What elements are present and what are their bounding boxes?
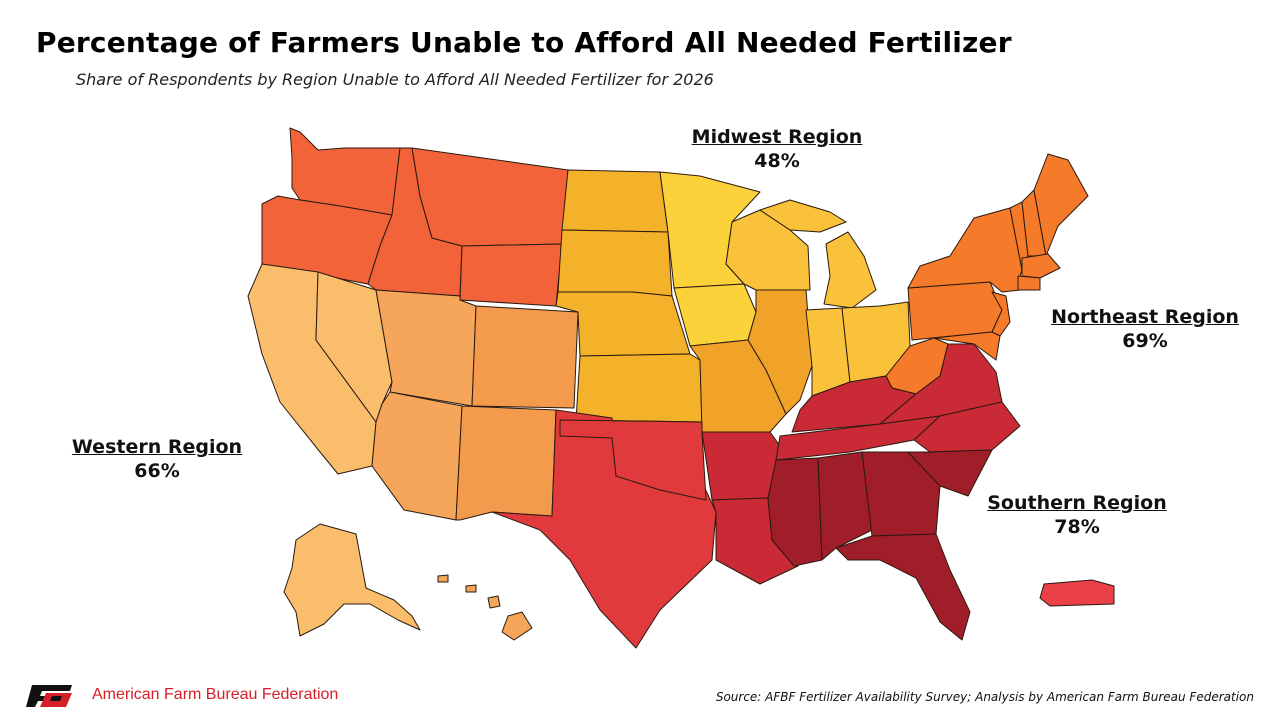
region-name: Western Region — [71, 436, 243, 458]
state-wyoming — [459, 243, 563, 307]
state-connecticut — [1017, 275, 1041, 291]
state-alabama — [817, 451, 873, 561]
state-montana — [411, 147, 569, 247]
page-title: Percentage of Farmers Unable to Afford A… — [36, 26, 1012, 59]
region-value: 78% — [1054, 516, 1100, 538]
state-utah — [375, 289, 477, 407]
state-massachusetts — [1021, 253, 1061, 279]
state-maryland — [933, 331, 1001, 361]
state-south-carolina — [907, 449, 993, 497]
region-name: Midwest Region — [691, 126, 863, 148]
region-value: 66% — [134, 460, 180, 482]
organization-name: American Farm Bureau Federation — [92, 686, 339, 703]
state-new-mexico — [455, 405, 557, 521]
region-label-southern: Southern Region 78% — [966, 492, 1188, 538]
state-hawaii-big — [501, 611, 533, 641]
region-name: Southern Region — [987, 492, 1167, 514]
state-hawaii-maui — [487, 595, 501, 609]
page-subtitle: Share of Respondents by Region Unable to… — [76, 70, 714, 89]
region-label-western: Western Region 66% — [52, 436, 262, 482]
state-iowa — [673, 283, 757, 347]
state-pennsylvania — [907, 281, 1003, 341]
state-oklahoma — [559, 419, 707, 501]
territory-puerto-rico — [1039, 579, 1115, 607]
region-label-northeast: Northeast Region 69% — [1030, 306, 1260, 352]
state-arkansas — [701, 431, 781, 501]
state-arizona — [371, 391, 463, 521]
region-value: 69% — [1122, 330, 1168, 352]
state-georgia — [861, 451, 941, 537]
state-michigan-lower — [823, 231, 877, 309]
state-kansas — [575, 353, 703, 423]
state-hawaii-kauai — [437, 574, 449, 583]
source-note: Source: AFBF Fertilizer Availability Sur… — [715, 690, 1254, 704]
state-alaska — [283, 523, 421, 637]
state-south-dakota — [557, 229, 673, 297]
region-label-midwest: Midwest Region 48% — [672, 126, 882, 172]
state-colorado — [471, 305, 579, 409]
state-florida — [835, 533, 971, 641]
region-name: Northeast Region — [1051, 306, 1239, 328]
afbf-logo-icon — [26, 685, 72, 707]
region-value: 48% — [754, 150, 800, 172]
state-michigan-upper — [759, 199, 847, 233]
state-hawaii-oahu — [465, 584, 477, 593]
state-north-dakota — [561, 169, 669, 233]
